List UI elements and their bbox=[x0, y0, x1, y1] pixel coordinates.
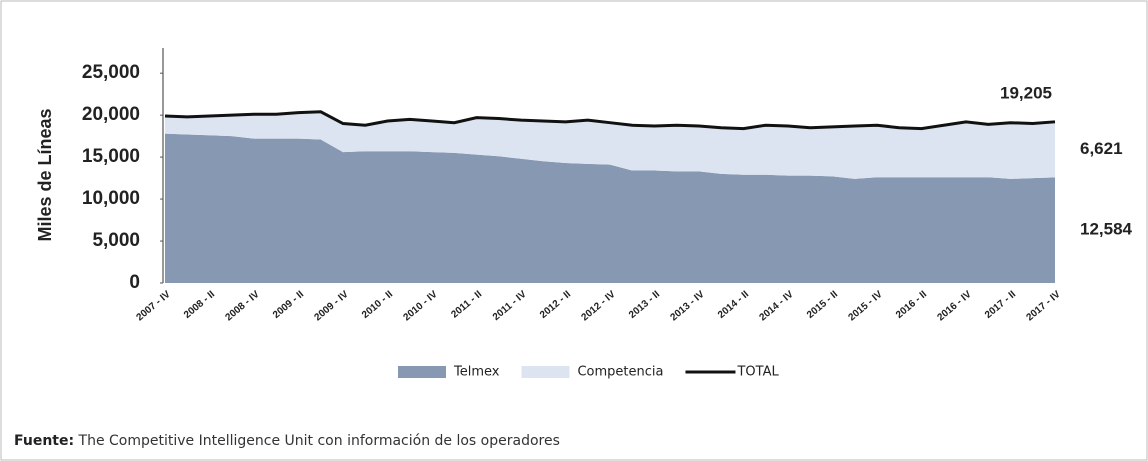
legend-label: TOTAL bbox=[736, 365, 779, 380]
source-label: Fuente: bbox=[14, 433, 74, 449]
source: Fuente: The Competitive Intelligence Uni… bbox=[14, 433, 560, 449]
legend-label: Competencia bbox=[577, 365, 663, 380]
legend-label: Telmex bbox=[453, 365, 500, 380]
y-tick-label: 20,000 bbox=[82, 104, 140, 125]
end-label: 6,621 bbox=[1080, 139, 1123, 158]
y-tick-label: 5,000 bbox=[92, 230, 140, 251]
y-tick-label: 25,000 bbox=[82, 62, 140, 83]
y-tick-label: 0 bbox=[129, 272, 140, 293]
end-label: 19,205 bbox=[1000, 83, 1052, 102]
legend-swatch bbox=[521, 366, 570, 378]
area bbox=[165, 111, 1055, 179]
legend-swatch bbox=[398, 366, 446, 378]
y-tick-label: 15,000 bbox=[82, 146, 140, 167]
y-axis-label: Miles de Líneas bbox=[35, 108, 55, 241]
total-line bbox=[164, 110, 1056, 131]
source-text: The Competitive Intelligence Unit con in… bbox=[78, 433, 560, 449]
end-label: 12,584 bbox=[1080, 220, 1133, 239]
area bbox=[165, 133, 1055, 283]
y-tick-label: 10,000 bbox=[82, 188, 140, 209]
